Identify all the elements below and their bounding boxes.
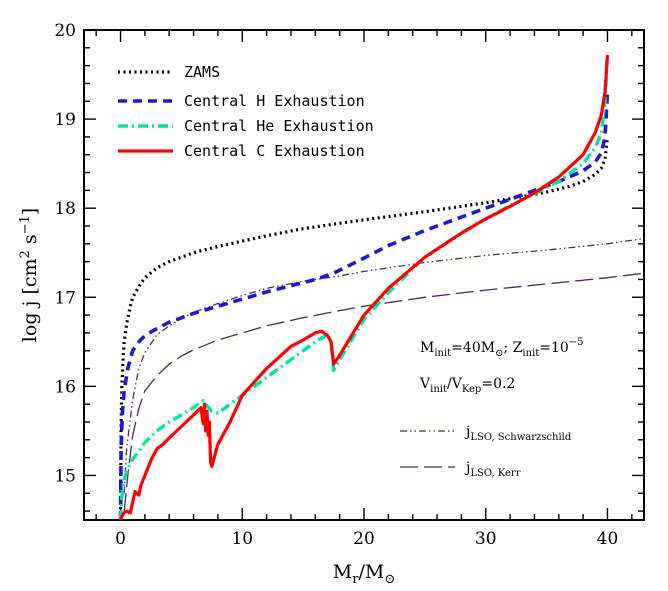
y-tick-label: 17 xyxy=(54,288,76,308)
model-annotation: Minit=40M⊙; Zinit=10−5 Vinit/VKep=0.2 xyxy=(419,337,584,395)
x-tick-label: 10 xyxy=(231,529,253,549)
x-tick-label: 30 xyxy=(475,529,497,549)
legend-label-central-h: Central H Exhaustion xyxy=(184,92,365,110)
y-axis-label: log j [cm2 s−1] xyxy=(18,208,41,342)
x-tick-label: 40 xyxy=(597,529,619,549)
legend-label-zams: ZAMS xyxy=(184,63,220,81)
series-line-central-c-exhaustion xyxy=(119,54,610,520)
y-tick-label: 20 xyxy=(54,21,76,41)
legend-label-central-c: Central C Exhaustion xyxy=(184,142,365,160)
y-tick-label: 15 xyxy=(54,466,76,486)
y-tick-label: 16 xyxy=(54,377,76,397)
y-tick-label: 19 xyxy=(54,110,76,130)
series-line-j-lso-kerr xyxy=(123,272,644,512)
axis-ticks xyxy=(84,29,644,520)
annotation-line-1: Minit=40M⊙; Zinit=10−5 xyxy=(420,337,584,359)
x-tick-label: 20 xyxy=(353,529,375,549)
x-axis-label: Mr/M⊙ xyxy=(333,561,395,587)
y-tick-label: 18 xyxy=(54,199,76,219)
axis-tick-labels: 0 10 20 30 40 15 16 17 18 19 20 xyxy=(54,21,618,549)
series-line-j-lso-schwarzschild xyxy=(123,237,644,494)
series-line-zams xyxy=(118,136,610,520)
series-layer xyxy=(118,52,644,520)
legend-label-schwarzschild: jLSO, Schwarzschild xyxy=(464,424,572,443)
x-tick-label: 0 xyxy=(115,529,126,549)
lso-legend: jLSO, Schwarzschild jLSO, Kerr xyxy=(400,424,572,479)
annotation-line-2: Vinit/VKep=0.2 xyxy=(419,376,515,395)
legend-label-central-he: Central He Exhaustion xyxy=(184,117,374,135)
legend-label-kerr: jLSO, Kerr xyxy=(464,460,521,479)
legend: ZAMS Central H Exhaustion Central He Exh… xyxy=(118,63,374,160)
